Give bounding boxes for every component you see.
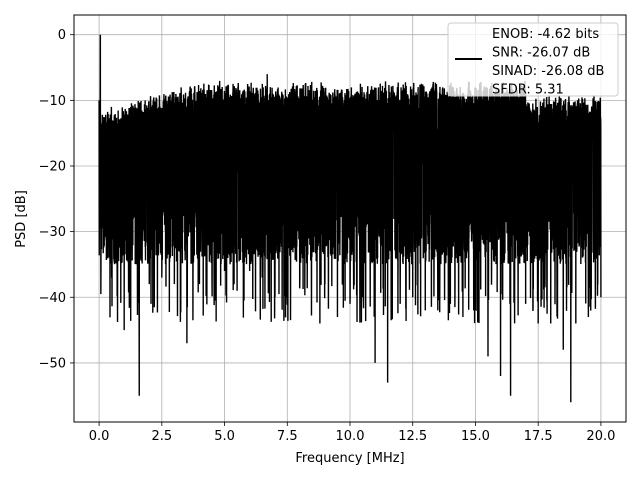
x-tick-label: 20.0 [586, 429, 615, 444]
x-tick-label: 7.5 [277, 429, 298, 444]
x-tick-label: 10.0 [336, 429, 365, 444]
x-tick-label: 0.0 [89, 429, 110, 444]
legend-text-line: SFDR: 5.31 [492, 83, 564, 98]
x-tick-label: 5.0 [214, 429, 235, 444]
y-tick-label: −40 [39, 291, 66, 306]
x-tick-label: 15.0 [461, 429, 490, 444]
y-tick-label: −20 [39, 159, 66, 174]
y-tick-label: −10 [39, 94, 66, 109]
series-group [98, 34, 602, 403]
y-axis-ticks: 0 −10 −20 −30 −40 −50 [39, 28, 74, 371]
legend-box [447, 22, 619, 97]
legend: ENOB: -4.62 bits SNR: -26.07 dB SINAD: -26… [447, 22, 619, 98]
plot-area [98, 34, 602, 403]
x-axis-ticks: 0.0 2.5 5.0 7.5 10.0 12.5 15.0 17.5 20.0 [89, 422, 615, 444]
y-tick-label: −50 [39, 356, 66, 371]
x-tick-label: 17.5 [524, 429, 553, 444]
x-tick-label: 2.5 [151, 429, 172, 444]
x-axis-label: Frequency [MHz] [295, 451, 404, 466]
legend-text-line: SINAD: -26.08 dB [492, 64, 604, 79]
psd-series-line [98, 34, 602, 403]
legend-entry: ENOB: -4.62 bits SNR: -26.07 dB SINAD: -26… [492, 27, 604, 98]
y-tick-label: −30 [39, 225, 66, 240]
y-tick-label: 0 [58, 28, 66, 43]
legend-text-line: ENOB: -4.62 bits [492, 27, 599, 42]
y-axis-label: PSD [dB] [14, 190, 29, 248]
legend-text-line: SNR: -26.07 dB [492, 46, 590, 61]
x-tick-label: 12.5 [398, 429, 427, 444]
